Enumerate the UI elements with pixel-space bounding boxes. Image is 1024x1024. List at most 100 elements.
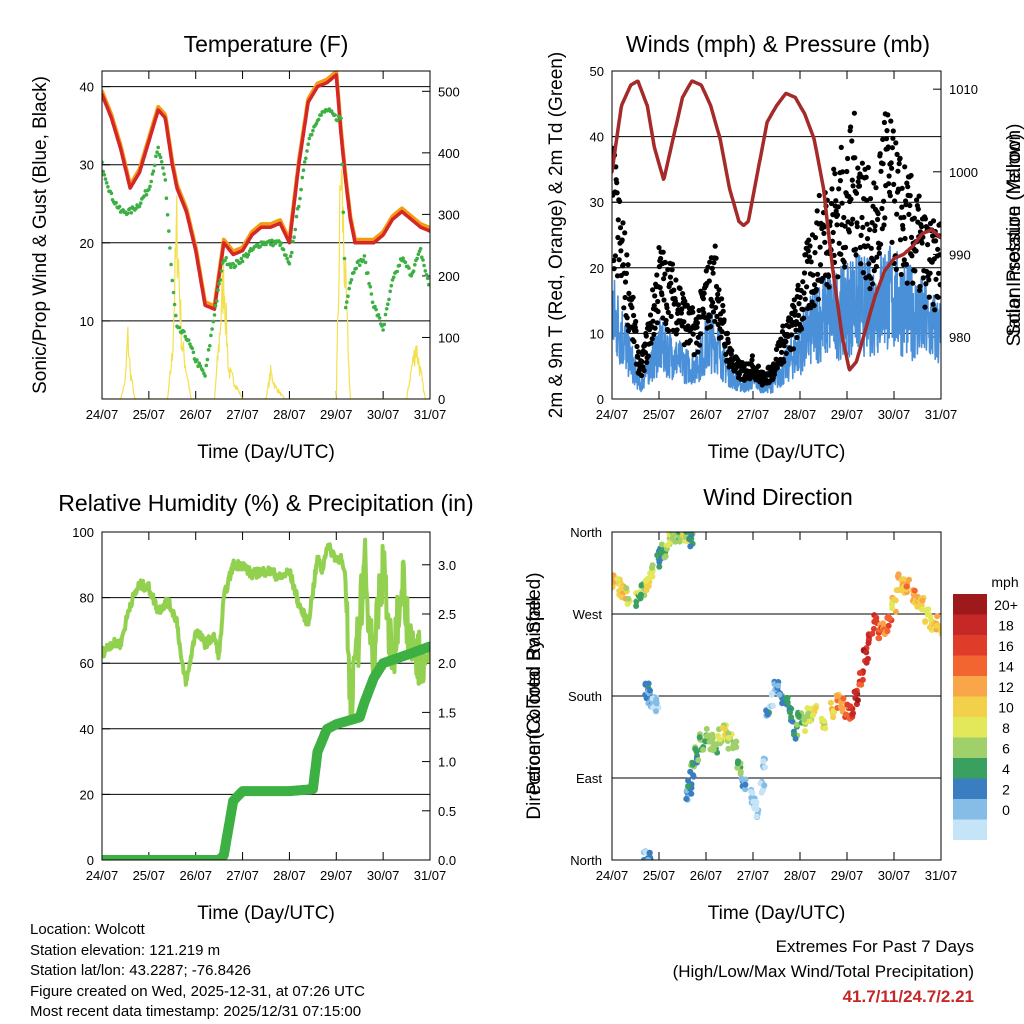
dewpoint-point (103, 177, 108, 181)
direction-point (776, 691, 783, 698)
direction-point (653, 700, 660, 707)
x-tick-label: 29/07 (320, 407, 353, 422)
chart-title: Relative Humidity (%) & Precipitation (i… (58, 490, 473, 516)
dewpoint-point (137, 204, 142, 209)
gust-point (791, 304, 797, 310)
dewpoint-point (167, 229, 171, 233)
gust-point (890, 128, 896, 134)
dewpoint-point (164, 196, 169, 200)
x-tick-label: 31/07 (414, 868, 447, 883)
gust-point (926, 294, 932, 300)
dewpoint-point (305, 149, 309, 153)
gust-point (822, 239, 828, 245)
gust-point (902, 235, 908, 242)
gust-point (708, 324, 714, 330)
dewpoint-point (203, 374, 207, 378)
dewpoint-point (354, 266, 359, 271)
gust-point (612, 253, 619, 259)
x-tick-label: 31/07 (925, 407, 958, 422)
gust-point (850, 216, 856, 222)
gust-point (856, 183, 863, 189)
direction-point (894, 573, 901, 580)
gust-point (922, 304, 928, 310)
gust-point (624, 252, 630, 258)
gust-point (654, 320, 660, 326)
dewpoint-point (165, 213, 170, 217)
direction-point (802, 728, 808, 735)
extremes-subtitle: (High/Low/Max Wind/Total Precipitation) (672, 962, 974, 981)
gust-point (624, 315, 630, 321)
dewpoint-point (279, 241, 284, 245)
gust-point (665, 309, 671, 315)
direction-point (851, 688, 858, 695)
gust-point (701, 310, 707, 316)
gust-point (714, 313, 720, 319)
legend-swatch (953, 655, 987, 676)
dewpoint-point (311, 128, 315, 133)
y-tick-label: 0 (597, 392, 604, 407)
gust-point (838, 251, 844, 257)
gust-point (652, 293, 658, 299)
direction-point (889, 605, 896, 612)
y2-axis-label: Solar Insolation (Yellow) (1004, 133, 1024, 336)
direction-point (695, 757, 702, 764)
gust-point (838, 144, 844, 150)
gust-point (907, 193, 913, 199)
gust-point (650, 287, 656, 293)
legend-swatch (953, 799, 987, 820)
dewpoint-point (102, 173, 107, 177)
gust-point (917, 283, 923, 290)
y2-tick-label: 2.0 (438, 656, 456, 671)
gust-point (710, 299, 716, 306)
x-tick-label: 31/07 (925, 868, 958, 883)
y2-tick-label: 0.0 (438, 853, 456, 868)
gust-point (802, 296, 808, 302)
gust-point (694, 320, 701, 326)
legend-label: 10 (998, 700, 1014, 716)
gust-point (711, 260, 717, 266)
direction-point (804, 713, 811, 719)
gust-point (622, 294, 628, 301)
gust-point (724, 330, 731, 336)
y-tick-label: 10 (590, 326, 604, 341)
dewpoint-point (219, 269, 224, 273)
gust-point (813, 286, 819, 292)
figure-created: Figure created on Wed, 2025-12-31, at 07… (30, 982, 365, 1000)
legend-label: 18 (998, 618, 1014, 634)
dewpoint-point (144, 192, 149, 197)
gust-point (865, 164, 871, 171)
gust-point (864, 221, 870, 227)
extremes-title: Extremes For Past 7 Days (775, 937, 974, 956)
gust-point (828, 200, 835, 207)
gust-point (826, 273, 832, 279)
x-tick-label: 28/07 (784, 868, 817, 883)
dewpoint-point (210, 327, 214, 331)
gust-point (854, 220, 860, 226)
gust-point (884, 128, 890, 134)
dewpoint-point (314, 121, 319, 126)
dewpoint-point (206, 348, 211, 352)
dewpoint-point (114, 200, 118, 205)
dewpoint-point (154, 154, 158, 158)
gust-point (936, 270, 941, 276)
dewpoint-point (335, 118, 340, 123)
direction-point (653, 708, 659, 715)
dewpoint-point (292, 235, 296, 239)
direction-point (647, 687, 653, 694)
y-tick-label: 20 (80, 787, 94, 802)
gust-point (616, 257, 622, 263)
dewpoint-point (169, 262, 173, 267)
direction-point (658, 541, 665, 548)
gust-point (868, 275, 874, 281)
gust-point (855, 179, 861, 185)
gust-point (836, 186, 842, 192)
gust-point (911, 215, 918, 221)
gust-point (913, 248, 919, 254)
plot-area (612, 79, 941, 394)
gust-point (620, 262, 627, 268)
dewpoint-point (290, 250, 294, 255)
dewpoint-point (395, 269, 400, 274)
speed-legend: mph 20+ 18 16 14 12 10 8 6 4 2 0 (953, 574, 1019, 840)
gust-point (920, 275, 926, 281)
dewpoint-point (182, 329, 186, 334)
